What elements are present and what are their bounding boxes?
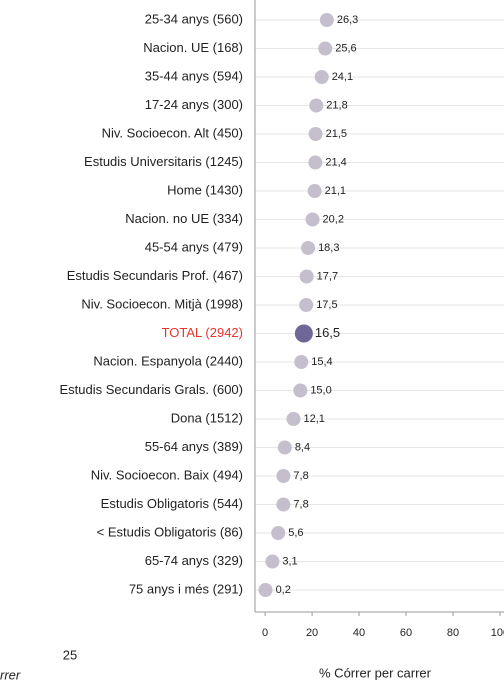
dot <box>318 41 333 56</box>
value-label: 21,4 <box>325 156 346 168</box>
value-label: 21,8 <box>326 99 347 111</box>
category-label: TOTAL (2942) <box>162 325 243 340</box>
dot <box>271 526 286 540</box>
x-tick-label: 40 <box>353 627 365 639</box>
category-label: Nacion. UE (168) <box>143 40 243 55</box>
value-label: 0,2 <box>276 584 291 596</box>
category-label: Niv. Socioecon. Alt (450) <box>102 125 243 140</box>
dot <box>276 469 291 483</box>
x-tick-label: 80 <box>447 627 459 639</box>
value-label: 3,1 <box>282 555 297 567</box>
dot <box>308 127 323 141</box>
x-tick-label: 0 <box>262 627 268 639</box>
value-label: 24,1 <box>332 71 353 83</box>
category-label: 65-74 anys (329) <box>145 553 243 568</box>
category-label: Estudis Secundaris Grals. (600) <box>59 382 243 397</box>
dot <box>293 383 308 398</box>
value-label: 16,5 <box>315 325 340 340</box>
category-label: 35-44 anys (594) <box>145 68 243 83</box>
value-label: 15,0 <box>310 384 331 396</box>
dot <box>294 324 313 343</box>
category-label: 45-54 anys (479) <box>145 239 243 254</box>
dot <box>309 98 324 113</box>
category-label: 17-24 anys (300) <box>145 97 243 112</box>
dot <box>305 212 320 227</box>
page-number: 25 <box>63 647 77 662</box>
value-label: 8,4 <box>295 441 310 453</box>
category-label: < Estudis Obligatoris (86) <box>97 524 243 539</box>
category-label: Estudis Obligatoris (544) <box>101 496 243 511</box>
footer-fragment: rrer <box>0 667 21 682</box>
value-label: 26,3 <box>337 14 358 26</box>
category-label: Dona (1512) <box>171 410 243 425</box>
dot <box>319 13 334 27</box>
value-label: 21,5 <box>326 128 347 140</box>
dot <box>294 355 309 369</box>
dot <box>258 583 273 597</box>
x-axis-label: % Córrer per carrer <box>319 665 432 680</box>
category-label: Home (1430) <box>167 182 243 197</box>
value-label: 25,6 <box>335 42 356 54</box>
value-label: 7,8 <box>293 498 308 510</box>
x-tick-label: 20 <box>306 627 318 639</box>
dot <box>301 241 316 255</box>
value-label: 5,6 <box>288 527 303 539</box>
dot <box>299 269 314 284</box>
dot <box>265 554 280 569</box>
dot <box>314 70 329 84</box>
dot <box>276 497 291 512</box>
dot <box>308 155 323 170</box>
category-label: Niv. Socioecon. Mitjà (1998) <box>81 296 243 311</box>
value-label: 21,1 <box>325 185 346 197</box>
x-tick-label: 100 <box>491 627 504 639</box>
dot <box>286 412 301 426</box>
category-label: 75 anys i més (291) <box>129 581 243 596</box>
dot <box>307 184 322 198</box>
category-label: 55-64 anys (389) <box>145 439 243 454</box>
value-label: 7,8 <box>293 470 308 482</box>
dot <box>277 440 292 455</box>
value-label: 15,4 <box>311 356 332 368</box>
value-label: 20,2 <box>323 213 344 225</box>
value-label: 17,5 <box>316 299 337 311</box>
value-label: 17,7 <box>317 270 338 282</box>
category-label: Estudis Universitaris (1245) <box>84 154 243 169</box>
category-label: Niv. Socioecon. Baix (494) <box>91 467 243 482</box>
category-label: Estudis Secundaris Prof. (467) <box>67 268 243 283</box>
value-label: 12,1 <box>304 413 325 425</box>
dot <box>299 298 314 312</box>
category-label: Nacion. Espanyola (2440) <box>93 353 243 368</box>
category-label: 25-34 anys (560) <box>145 11 243 26</box>
category-label: Nacion. no UE (334) <box>125 211 243 226</box>
x-tick-label: 60 <box>400 627 412 639</box>
value-label: 18,3 <box>318 242 339 254</box>
